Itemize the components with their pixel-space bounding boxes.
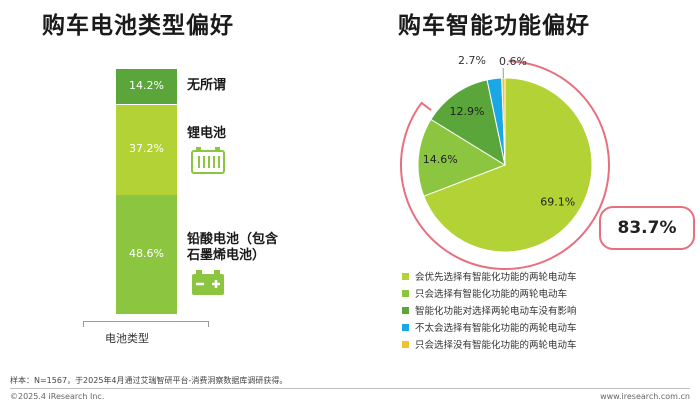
x-axis-tick-left — [83, 321, 84, 327]
pie-legend-item: 会优先选择有智能化功能的两轮电动车 — [402, 268, 577, 284]
legend-lithium-battery: 锂电池 — [187, 126, 227, 141]
legend-swatch — [402, 272, 409, 280]
bar-data-label: 37.2% — [129, 142, 164, 156]
battery-pack-icon — [191, 146, 225, 178]
legend-lead-acid-battery: 铅酸电池（包含石墨烯电池） — [187, 232, 279, 263]
bar-segment-lithium: 37.2% — [116, 103, 177, 195]
pie-data-label: 14.6% — [423, 153, 458, 166]
pie-data-label: 2.7% — [458, 55, 486, 67]
bar-segment-indifferent: 14.2% — [116, 69, 177, 104]
highlight-value: 83.7% — [617, 218, 677, 238]
pie-data-label: 0.6% — [499, 55, 527, 68]
left-chart-title: 购车电池类型偏好 — [42, 13, 234, 39]
legend-text: 只会选择没有智能化功能的两轮电动车 — [415, 340, 577, 351]
bar-top-divider — [116, 103, 177, 105]
legend-swatch — [402, 306, 409, 314]
legend-swatch — [402, 289, 409, 297]
x-axis-line — [83, 321, 209, 322]
legend-text: 智能化功能对选择两轮电动车没有影响 — [415, 306, 577, 317]
pie-data-label: 12.9% — [450, 105, 485, 118]
legend-swatch — [402, 323, 409, 331]
legend-swatch — [402, 340, 409, 348]
highlight-bracket — [400, 60, 610, 270]
legend-text: 会优先选择有智能化功能的两轮电动车 — [415, 272, 577, 283]
footer-url: www.iresearch.com.cn — [600, 392, 690, 401]
pie-legend-item: 只会选择没有智能化功能的两轮电动车 — [402, 336, 577, 352]
highlight-value-badge: 83.7% — [599, 206, 695, 250]
x-axis-tick-right — [208, 321, 209, 327]
legend-text: 只会选择有智能化功能的两轮电动车 — [415, 289, 568, 300]
footer-copyright: ©2025.4 iResearch Inc. — [10, 392, 105, 401]
pie-chart: 69.1% 14.6% 12.9% 2.7% 0.6% — [400, 55, 610, 270]
legend-indifferent: 无所谓 — [187, 78, 227, 93]
x-axis-label: 电池类型 — [105, 332, 149, 345]
legend-text: 不太会选择有智能化功能的两轮电动车 — [415, 323, 577, 334]
pie-slice-prefer-smart — [423, 77, 593, 253]
footer-divider — [10, 388, 690, 389]
pie-slice-only-smart — [417, 118, 507, 197]
sample-footnote: 样本：N=1567，于2025年4月通过艾瑞智研平台-消费洞察数据库调研获得。 — [10, 376, 288, 385]
pie-legend-item: 不太会选择有智能化功能的两轮电动车 — [402, 319, 577, 335]
pie-data-label: 69.1% — [540, 195, 575, 208]
pie-legend-item: 智能化功能对选择两轮电动车没有影响 — [402, 302, 577, 318]
bar-data-label: 14.2% — [129, 79, 164, 93]
pie-legend: 会优先选择有智能化功能的两轮电动车 只会选择有智能化功能的两轮电动车 智能化功能对选… — [402, 268, 692, 354]
stacked-bar: 48.6% 37.2% 14.2% — [116, 69, 177, 314]
pie-legend-item: 只会选择有智能化功能的两轮电动车 — [402, 285, 567, 301]
bar-data-label: 48.6% — [129, 247, 164, 261]
bar-segment-lead-acid: 48.6% — [116, 194, 177, 314]
pie-slice-no-impact — [430, 79, 506, 167]
lead-acid-battery-icon — [191, 268, 225, 300]
right-chart-title: 购车智能功能偏好 — [398, 13, 590, 39]
